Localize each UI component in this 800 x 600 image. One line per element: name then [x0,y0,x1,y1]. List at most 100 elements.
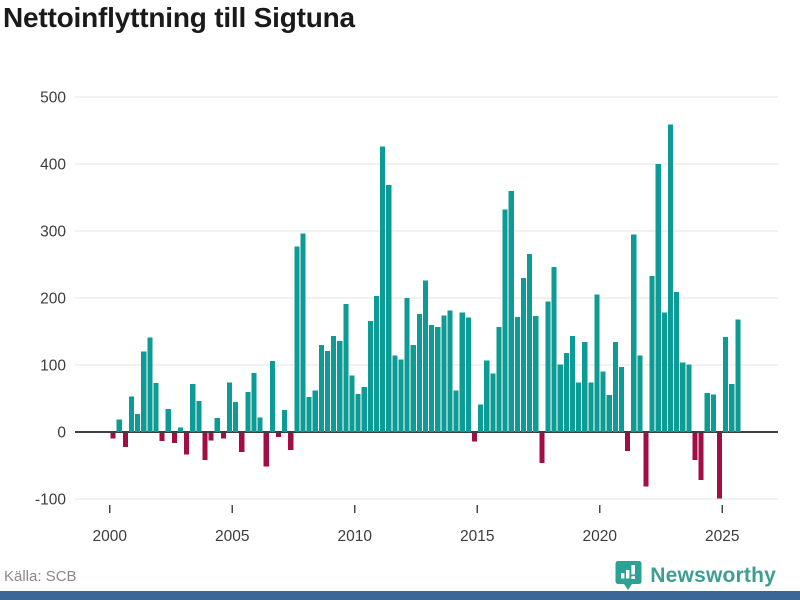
bar [588,382,594,432]
x-tick-label: 2010 [338,528,373,545]
page-title: Nettoinflyttning till Sigtuna [3,2,355,33]
bar [416,314,422,432]
bar [704,393,710,432]
bar [643,433,649,487]
bar [539,433,545,464]
newsworthy-wordmark: Newsworthy [650,563,776,587]
x-tick-label: 2005 [215,528,249,545]
bar [110,433,116,439]
bar [680,362,686,432]
bar [631,234,637,432]
bar [251,373,257,432]
bar [233,401,239,432]
bar [484,360,490,432]
bar [465,317,471,432]
bar [582,342,588,432]
bar [453,390,459,432]
bar [618,367,625,432]
y-tick-label: 500 [40,90,66,107]
bar [716,433,723,499]
bar [502,209,508,432]
bar [257,417,263,432]
bottom-accent-bar [0,591,800,600]
bar [637,355,643,432]
bar [667,124,674,432]
bar [275,433,282,438]
bar [380,146,386,432]
bar [306,397,312,432]
bar [649,275,655,432]
bar [312,390,318,432]
bar [612,342,618,432]
bar [116,419,122,432]
y-tick-label: 0 [57,425,66,442]
bar [594,294,600,432]
bar [386,184,392,432]
bar [220,433,226,439]
bar [692,433,698,460]
newsworthy-brand: Newsworthy [615,560,776,591]
y-tick-label: 300 [40,224,66,241]
bar [196,401,202,432]
x-tick-label: 2020 [583,528,618,545]
bar [422,280,429,432]
bar [404,298,410,432]
logo-exclamation-stem [631,565,636,575]
bar [294,246,300,432]
y-tick-label: -100 [35,492,66,509]
bar [410,344,416,432]
newsworthy-logo-icon [615,561,642,590]
bar [392,355,398,432]
logo-exclamation-dot [631,576,636,579]
bar [398,359,404,432]
bar [263,433,269,467]
logo-bar-small [621,573,625,579]
bar [576,382,582,432]
bar [557,364,563,432]
bar [459,312,465,432]
bar [686,364,692,432]
bar [324,350,331,432]
bar [723,336,729,432]
bar [478,404,484,432]
bar [269,360,275,432]
bar [239,433,245,452]
y-tick-label: 200 [40,291,66,308]
bar [600,371,606,432]
bar [343,304,349,432]
bar [331,336,337,432]
source-label: Källa: SCB [4,568,77,585]
bar [655,164,661,432]
bar [569,336,576,432]
bar [122,433,128,448]
bar [318,344,324,432]
bar [735,319,741,432]
bar [361,387,367,432]
bar [159,433,165,442]
bar [563,352,569,432]
bar [282,409,288,432]
bar [184,433,190,455]
x-tick-label: 2025 [705,528,739,545]
bar [135,413,141,432]
bar [674,291,680,432]
bar-chart: 500 400 300 200 100 0 -100 2000 2005 2010 2015 2020… [35,90,778,545]
bar [441,315,447,432]
bar [355,393,361,432]
logo-bar-medium [626,570,630,579]
bar [367,320,373,432]
bar [661,312,667,432]
bar [698,433,704,480]
bar [337,340,343,432]
bar [625,433,631,452]
bar [245,391,251,432]
bar [508,190,514,432]
bar [153,383,159,432]
bar [710,394,716,432]
bar [300,233,306,432]
bar [165,409,171,432]
bar [226,382,233,432]
bar [141,351,147,432]
x-tick-label: 2015 [460,528,494,545]
